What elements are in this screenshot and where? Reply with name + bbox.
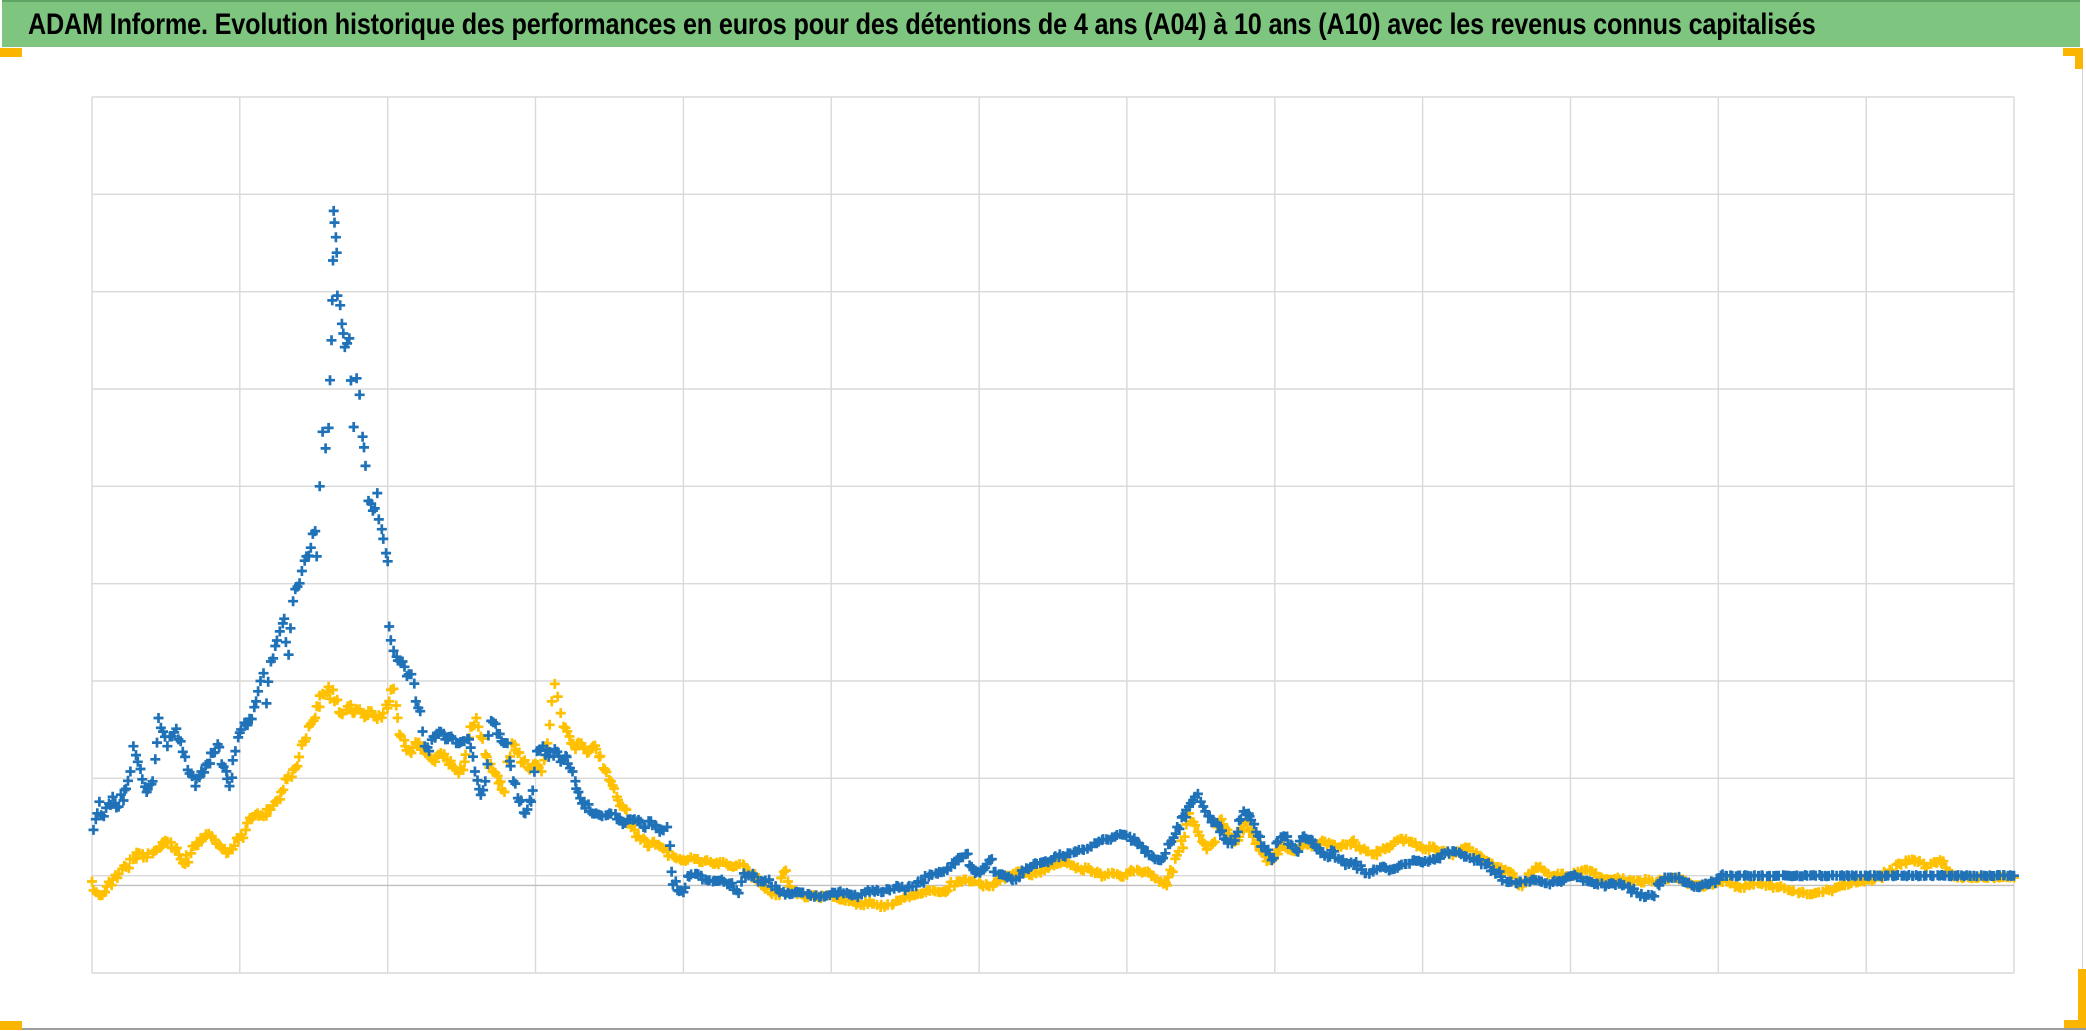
chart-gridlines (91, 96, 2015, 974)
corner-mark-top-right-arm (2075, 48, 2083, 69)
corner-mark-top-left (0, 48, 22, 57)
series-points-orange (87, 678, 2019, 912)
corner-mark-top-right (2063, 48, 2083, 56)
page-bottom-edge-line (0, 1028, 2086, 1030)
series-points-blue (88, 205, 2019, 903)
corner-mark-bottom-left (0, 1021, 22, 1030)
corner-mark-bottom-right-foot (2064, 1020, 2086, 1028)
page-title: ADAM Informe. Evolution historique des p… (28, 7, 1816, 41)
report-title-bar: ADAM Informe. Evolution historique des p… (2, 0, 2080, 47)
chart-frame-right-edge-line (2082, 68, 2083, 1010)
corner-mark-bottom-right (2078, 969, 2086, 1028)
